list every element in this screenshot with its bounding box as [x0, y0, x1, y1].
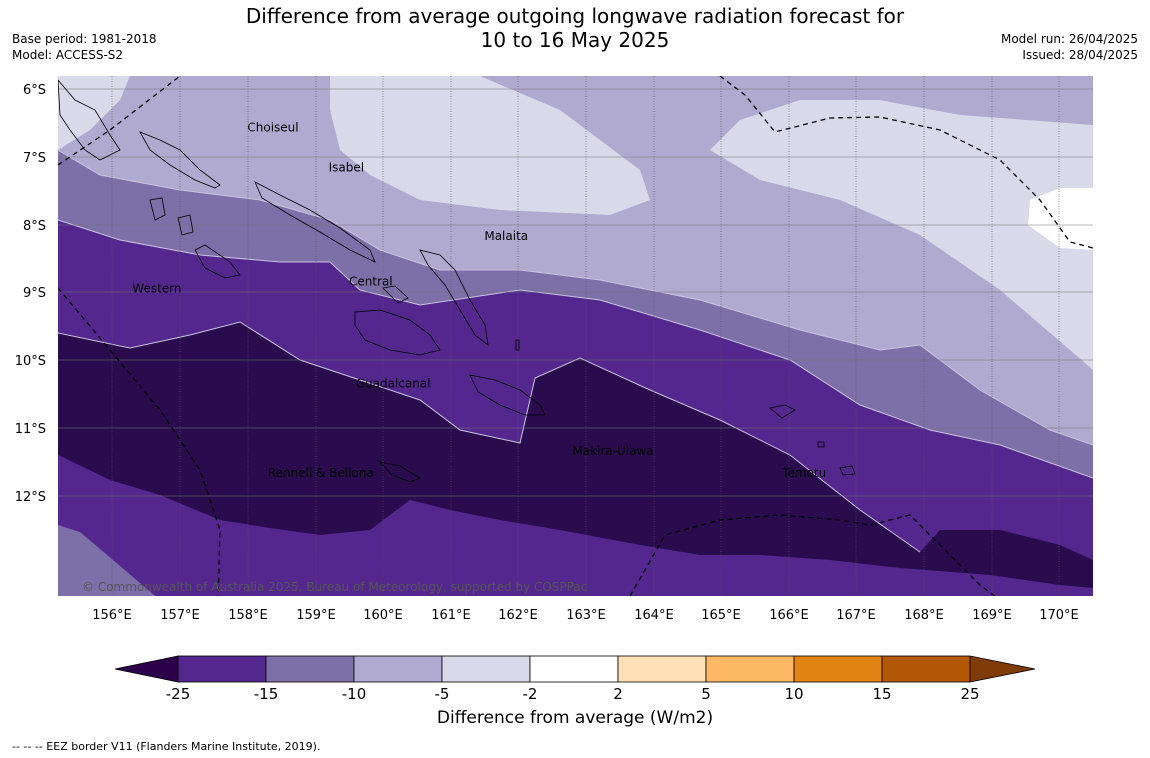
place-label: Temotu	[781, 466, 826, 480]
title-line-1: Difference from average outgoing longwav…	[245, 4, 905, 28]
coastlines	[58, 79, 856, 483]
band-minus2-light-east	[710, 100, 1093, 370]
place-label: Makira-Ulawa	[572, 444, 653, 458]
lon-label: 156°E	[92, 608, 132, 623]
place-label: Choiseul	[247, 121, 298, 135]
place-label: Isabel	[329, 161, 364, 175]
lon-label: 159°E	[296, 608, 336, 623]
lat-label: 9°S	[23, 286, 46, 301]
band-bottom-left	[58, 525, 156, 596]
map-fill-layers	[58, 76, 1093, 596]
colorbar-swatch	[793, 655, 883, 683]
lon-label: 158°E	[228, 608, 268, 623]
lon-label: 165°E	[701, 608, 741, 623]
lon-label: 167°E	[836, 608, 876, 623]
colorbar-tick-label: -5	[435, 685, 450, 703]
colorbar-tick-label: -15	[254, 685, 279, 703]
lon-label: 169°E	[972, 608, 1012, 623]
title-line-2: 10 to 16 May 2025	[480, 28, 670, 52]
lon-label: 163°E	[566, 608, 606, 623]
base-period: Base period: 1981-2018	[12, 32, 157, 46]
colorbar-tick-label: -25	[166, 685, 191, 703]
lat-label: 11°S	[15, 422, 46, 437]
colorbar-tick-label: -2	[523, 685, 538, 703]
model-run: Model run: 26/04/2025	[1000, 32, 1138, 46]
band-near-zero	[1028, 188, 1093, 250]
colorbar-tick-label: 5	[701, 685, 711, 703]
lon-label: 164°E	[634, 608, 674, 623]
lat-label: 10°S	[15, 354, 46, 369]
colorbar-tick-label: 15	[872, 685, 891, 703]
chart-title: Difference from average outgoing longwav…	[0, 4, 1150, 52]
meta-left: Base period: 1981-2018 Model: ACCESS-S2	[12, 31, 157, 63]
contour-lines	[58, 149, 1093, 553]
colorbar: -25 -15 -10 -5 -2 2 5 10 15 25	[114, 655, 1036, 703]
lat-label: 12°S	[15, 490, 46, 505]
colorbar-swatch	[353, 655, 443, 683]
model-name: Model: ACCESS-S2	[12, 48, 124, 62]
colorbar-tick-label: 2	[613, 685, 623, 703]
colorbar-swatch	[881, 655, 971, 683]
lon-label: 162°E	[498, 608, 538, 623]
place-label: Western	[132, 281, 181, 295]
graticule-lat	[58, 88, 1093, 497]
eez-footnote: -- -- -- EEZ border V11 (Flanders Marine…	[12, 740, 321, 753]
colorbar-extend-low	[114, 655, 179, 683]
band-minus2-light	[330, 76, 650, 215]
colorbar-swatch	[617, 655, 707, 683]
colorbar-tick-label: 10	[784, 685, 803, 703]
longitude-labels: 156°E 157°E 158°E 159°E 160°E 161°E 162°…	[92, 608, 1079, 623]
latitude-labels: 6°S 7°S 8°S 9°S 10°S 11°S 12°S	[15, 83, 46, 505]
place-label: Rennell & Bellona	[268, 466, 374, 480]
copyright-notice: © Commonwealth of Australia 2025, Bureau…	[82, 580, 588, 594]
lon-label: 166°E	[769, 608, 809, 623]
graticule	[111, 76, 1060, 596]
colorbar-swatch	[529, 655, 619, 683]
lon-label: 157°E	[160, 608, 200, 623]
place-label: Malaita	[484, 229, 528, 243]
issued-date: Issued: 28/04/2025	[1022, 48, 1138, 62]
colorbar-swatch	[705, 655, 795, 683]
band-minus25-minus15	[58, 322, 1093, 588]
meta-right: Model run: 26/04/2025 Issued: 28/04/2025	[1001, 31, 1138, 63]
colorbar-tick-label: -10	[342, 685, 367, 703]
lat-label: 7°S	[23, 151, 46, 166]
lat-label: 8°S	[23, 219, 46, 234]
colorbar-swatch	[441, 655, 531, 683]
eez-borders	[58, 76, 1093, 596]
place-label: Guadalcanal	[356, 376, 431, 390]
lon-label: 161°E	[431, 608, 471, 623]
lat-label: 6°S	[23, 83, 46, 98]
colorbar-tick-label: 25	[960, 685, 979, 703]
place-label: Central	[349, 275, 393, 289]
lon-label: 160°E	[363, 608, 403, 623]
lon-label: 170°E	[1039, 608, 1079, 623]
lon-label: 168°E	[904, 608, 944, 623]
place-labels: Choiseul Isabel Malaita Western Central Guada…	[132, 121, 826, 480]
colorbar-label: Difference from average (W/m2)	[436, 708, 714, 728]
colorbar-swatch	[177, 655, 267, 683]
colorbar-extend-high	[969, 655, 1036, 683]
colorbar-swatch	[265, 655, 355, 683]
